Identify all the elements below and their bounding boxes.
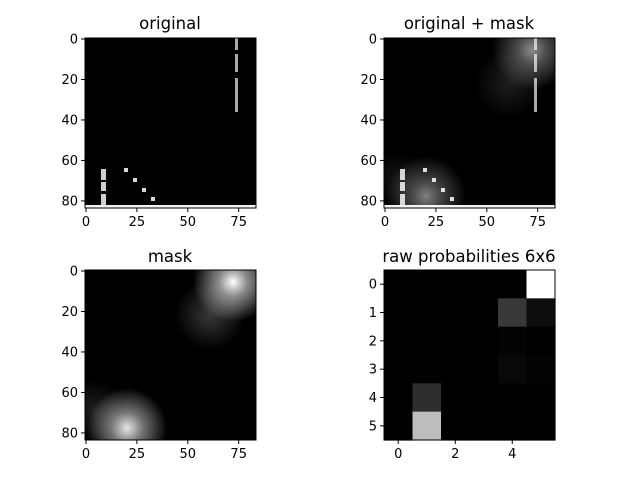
x-tick-label: 25: [129, 215, 146, 230]
y-tick-label: 4: [369, 391, 377, 406]
heatmap-cell-r1-c2: [441, 298, 471, 328]
panel-3-frame: [84, 269, 257, 441]
x-tick-label: 50: [180, 447, 197, 462]
heatmap-cell-r2-c3: [469, 326, 499, 356]
heatmap-cell-r2-c5: [526, 326, 556, 356]
y-tick-label: 1: [369, 306, 377, 321]
y-tick-label: 40: [61, 345, 78, 360]
x-tick-label: 25: [428, 215, 445, 230]
heatmap-cell-r1-c3: [469, 298, 499, 328]
y-tick-label: 80: [61, 426, 78, 441]
panel-2-frame: [383, 37, 556, 209]
x-tick-label: 0: [394, 447, 402, 462]
y-tick-label: 0: [70, 33, 78, 48]
heatmap-cell-r4-c5: [526, 383, 556, 413]
heatmap-cell-r5-c1: [412, 411, 442, 441]
y-tick-label: 0: [70, 265, 78, 280]
heatmap-cell-r0-c1: [412, 270, 442, 299]
panel-4-heatmap: [384, 270, 556, 441]
heatmap-cell-r5-c3: [469, 411, 499, 441]
heatmap-cell-r5-c0: [384, 411, 414, 441]
heatmap-cell-r1-c4: [498, 298, 528, 328]
y-tick-label: 20: [61, 305, 78, 320]
y-tick-label: 80: [360, 194, 377, 209]
heatmap-cell-r2-c0: [384, 326, 414, 356]
panel-1-frame: [84, 37, 257, 209]
panel-2-title: original + mask: [404, 14, 535, 33]
heatmap-cell-r3-c1: [412, 355, 442, 384]
heatmap-cell-r3-c0: [384, 355, 414, 384]
heatmap-cell-r1-c1: [412, 298, 442, 328]
y-tick-label: 3: [369, 363, 377, 378]
heatmap-cell-r4-c3: [469, 383, 499, 413]
x-tick-label: 0: [381, 215, 389, 230]
heatmap-cell-r4-c0: [384, 383, 414, 413]
panel-3-title: mask: [148, 247, 193, 266]
heatmap-cell-r3-c5: [526, 355, 556, 384]
y-tick-label: 2: [369, 334, 377, 349]
y-tick-label: 80: [61, 194, 78, 209]
panel-4-title: raw probabilities 6x6: [382, 247, 555, 266]
heatmap-cell-r0-c4: [498, 270, 528, 299]
x-tick-label: 75: [529, 215, 546, 230]
y-tick-label: 40: [61, 113, 78, 128]
heatmap-cell-r0-c5: [526, 270, 556, 299]
panel-2-image: [384, 38, 555, 208]
y-tick-label: 60: [61, 386, 78, 401]
x-tick-label: 4: [508, 447, 516, 462]
heatmap-cell-r4-c1: [412, 383, 442, 413]
y-tick-label: 0: [369, 33, 377, 48]
x-tick-label: 75: [230, 447, 247, 462]
heatmap-cell-r0-c3: [469, 270, 499, 299]
panel-3-image: [85, 270, 256, 440]
x-tick-label: 25: [129, 447, 146, 462]
heatmap-cell-r5-c4: [498, 411, 528, 441]
heatmap-cell-r3-c3: [469, 355, 499, 384]
x-tick-label: 50: [180, 215, 197, 230]
heatmap-cell-r0-c2: [441, 270, 471, 299]
heatmap-cell-r5-c2: [441, 411, 471, 441]
panel-1-title: original: [139, 14, 201, 33]
y-tick-label: 0: [369, 278, 377, 293]
y-tick-label: 60: [61, 154, 78, 169]
x-tick-label: 75: [230, 215, 247, 230]
x-tick-label: 0: [82, 215, 90, 230]
y-tick-label: 60: [360, 154, 377, 169]
x-tick-label: 50: [479, 215, 496, 230]
heatmap-cell-r4-c2: [441, 383, 471, 413]
heatmap-cell-r2-c4: [498, 326, 528, 356]
y-tick-label: 5: [369, 419, 377, 434]
heatmap-cell-r4-c4: [498, 383, 528, 413]
heatmap-cell-r3-c4: [498, 355, 528, 384]
heatmap-cell-r1-c0: [384, 298, 414, 328]
panel-4-frame: [383, 269, 556, 441]
heatmap-cell-r0-c0: [384, 270, 414, 299]
panel-1-image: [85, 38, 256, 208]
y-tick-label: 20: [61, 73, 78, 88]
heatmap-cell-r5-c5: [526, 411, 556, 441]
x-tick-label: 0: [82, 447, 90, 462]
x-tick-label: 2: [451, 447, 459, 462]
heatmap-cell-r3-c2: [441, 355, 471, 384]
y-tick-label: 40: [360, 113, 377, 128]
heatmap-cell-r2-c2: [441, 326, 471, 356]
y-tick-label: 20: [360, 73, 377, 88]
heatmap-cell-r2-c1: [412, 326, 442, 356]
heatmap-cell-r1-c5: [526, 298, 556, 328]
